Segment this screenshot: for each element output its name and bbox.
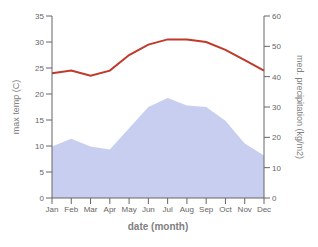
svg-text:date (month): date (month) [128,221,189,232]
svg-text:20: 20 [272,133,281,142]
svg-text:15: 15 [35,116,44,125]
svg-text:40: 40 [272,73,281,82]
svg-text:10: 10 [272,164,281,173]
svg-text:Jul: Jul [163,205,173,214]
svg-text:50: 50 [272,42,281,51]
svg-text:Dec: Dec [257,205,271,214]
svg-text:10: 10 [35,142,44,151]
svg-text:60: 60 [272,12,281,21]
svg-text:May: May [122,205,137,214]
svg-text:5: 5 [40,168,45,177]
svg-text:Oct: Oct [219,205,232,214]
svg-text:max temp (C): max temp (C) [11,80,21,135]
svg-text:Mar: Mar [84,205,98,214]
svg-text:Jan: Jan [46,205,59,214]
svg-text:35: 35 [35,12,44,21]
svg-text:Sep: Sep [199,205,214,214]
svg-text:Nov: Nov [238,205,252,214]
svg-text:med. precipitation (kg/m2): med. precipitation (kg/m2) [295,55,305,159]
svg-text:Feb: Feb [64,205,78,214]
svg-text:30: 30 [35,38,44,47]
svg-text:30: 30 [272,103,281,112]
svg-text:Apr: Apr [104,205,117,214]
svg-text:25: 25 [35,64,44,73]
svg-text:0: 0 [272,194,277,203]
svg-text:20: 20 [35,90,44,99]
svg-text:0: 0 [40,194,45,203]
svg-text:Aug: Aug [180,205,194,214]
svg-text:Jun: Jun [142,205,155,214]
